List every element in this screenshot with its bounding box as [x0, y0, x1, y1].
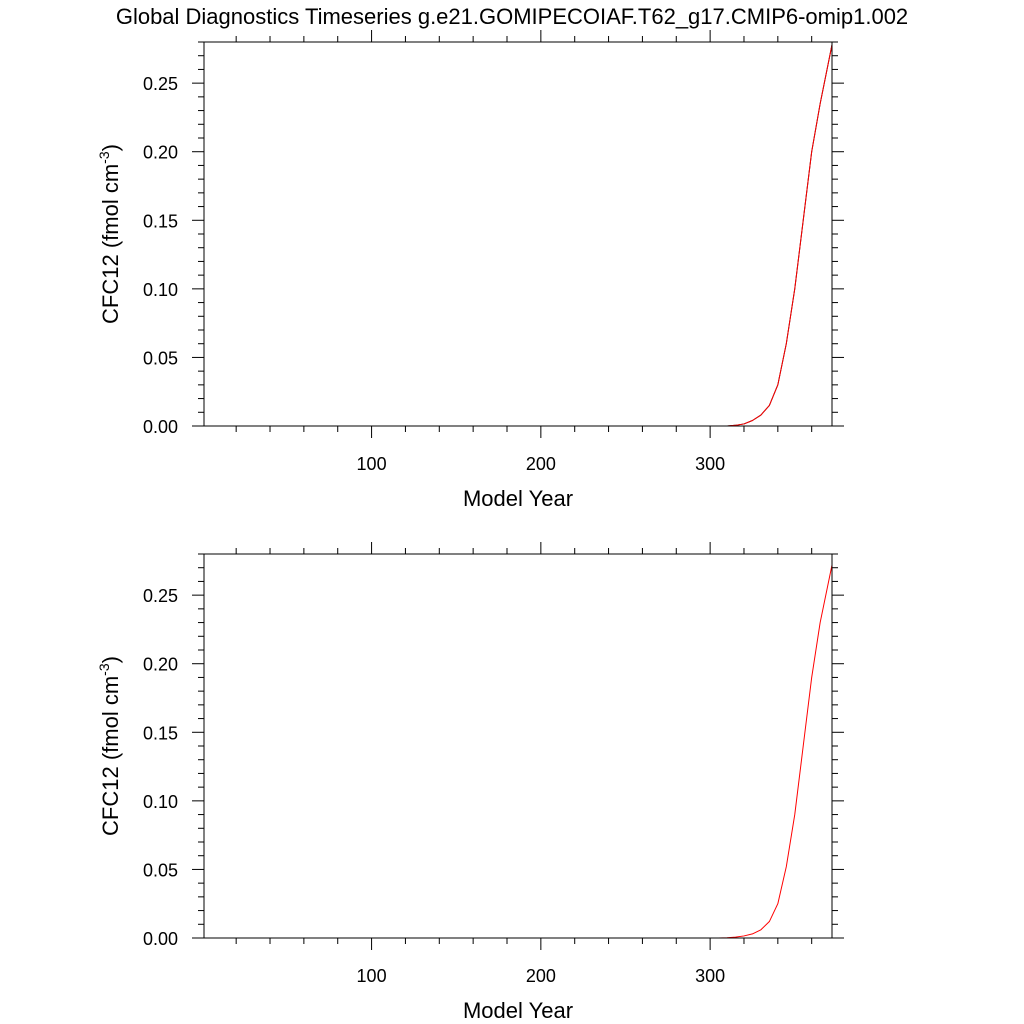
- top-x-tick-label: 200: [526, 454, 556, 474]
- top-y-tick-label: 0.00: [143, 417, 178, 437]
- bottom-plot-frame: [203, 553, 833, 939]
- top-series-layer: [204, 44, 833, 427]
- bottom-y-axis-label-main: CFC12 (fmol cm: [98, 676, 123, 836]
- bottom-y-tick-label: 0.00: [143, 929, 178, 949]
- top-y-tick-label: 0.25: [143, 74, 178, 94]
- bottom-y-axis-label-superscript: -3: [96, 663, 112, 676]
- bottom-y-tick-label: 0.05: [143, 860, 178, 880]
- bottom-y-axis-label-tail: ): [98, 656, 123, 663]
- top-y-tick-label: 0.20: [143, 143, 178, 163]
- top-series-line-2: [204, 44, 833, 427]
- bottom-y-tick-label: 0.25: [143, 586, 178, 606]
- bottom-x-axis-label: Model Year: [463, 998, 573, 1023]
- top-tick-labels: 100 200 300 0.00 0.05 0.10 0.15 0.20 0.25: [143, 74, 725, 474]
- top-x-tick-label: 100: [357, 454, 387, 474]
- bottom-y-tick-label: 0.15: [143, 723, 178, 743]
- top-y-axis-label-tail: ): [98, 144, 123, 151]
- bottom-tick-labels: 100 200 300 0.00 0.05 0.10 0.15 0.20 0.25: [143, 586, 725, 986]
- top-series-line-1: [204, 44, 833, 427]
- bottom-x-tick-label: 100: [357, 966, 387, 986]
- bottom-x-tick-label: 200: [526, 966, 556, 986]
- bottom-ticks: [192, 542, 844, 950]
- top-y-tick-label: 0.10: [143, 280, 178, 300]
- bottom-x-tick-label: 300: [695, 966, 725, 986]
- bottom-y-tick-label: 0.20: [143, 655, 178, 675]
- bottom-panel: 100 200 300 0.00 0.05 0.10 0.15 0.20 0.25 Model …: [96, 542, 844, 1023]
- figure-title: Global Diagnostics Timeseries g.e21.GOMI…: [116, 4, 908, 29]
- bottom-y-tick-label: 0.10: [143, 792, 178, 812]
- bottom-series-layer: [204, 564, 833, 939]
- top-y-tick-label: 0.05: [143, 348, 178, 368]
- top-y-tick-label: 0.15: [143, 211, 178, 231]
- top-y-axis-label-main: CFC12 (fmol cm: [98, 164, 123, 324]
- bottom-series-line-1: [204, 564, 833, 939]
- top-x-tick-label: 300: [695, 454, 725, 474]
- top-plot-frame: [203, 41, 833, 427]
- top-ticks: [192, 30, 844, 438]
- top-y-axis-label: CFC12 (fmol cm-3): [96, 144, 123, 324]
- top-y-axis-label-superscript: -3: [96, 151, 112, 164]
- top-panel: 100 200 300 0.00 0.05 0.10 0.15 0.20 0.25 Model …: [96, 30, 844, 511]
- top-x-axis-label: Model Year: [463, 486, 573, 511]
- bottom-y-axis-label: CFC12 (fmol cm-3): [96, 656, 123, 836]
